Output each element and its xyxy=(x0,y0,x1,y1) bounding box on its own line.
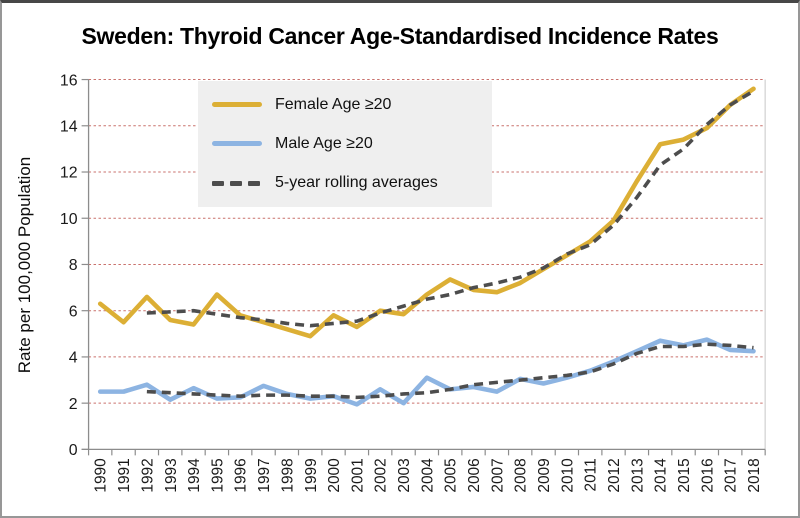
legend-swatch-rolling-line-icon xyxy=(212,180,262,186)
x-tick-label: 2011 xyxy=(583,458,600,491)
x-tick-label: 1992 xyxy=(139,458,156,492)
y-tick-label: 0 xyxy=(69,442,78,459)
legend-label-male: Male Age ≥20 xyxy=(275,134,373,152)
x-tick-label: 2002 xyxy=(373,458,390,492)
x-tick-label: 2003 xyxy=(396,458,413,492)
y-tick-label: 6 xyxy=(69,303,78,320)
x-tick-label: 2017 xyxy=(723,458,740,492)
x-tick-label: 1995 xyxy=(209,458,226,492)
x-tick-label: 1993 xyxy=(163,458,180,492)
x-tick-label: 2007 xyxy=(489,458,506,492)
legend-label-female: Female Age ≥20 xyxy=(275,95,392,113)
x-tick-label: 1998 xyxy=(279,458,296,492)
chart-plot-area: 0 2 4 6 8 10 12 14 16 1990 1991 1992 1993 1994 1995 199… xyxy=(60,72,766,493)
legend: Female Age ≥20 Male Age ≥20 5-year rolli… xyxy=(198,81,492,207)
x-tick-label: 2010 xyxy=(559,458,576,492)
x-tick-label: 1990 xyxy=(93,458,110,492)
legend-swatch-male-line-icon xyxy=(212,141,262,147)
y-tick-label: 10 xyxy=(60,211,78,228)
x-tick-label: 2000 xyxy=(326,458,343,492)
legend-item-female: Female Age ≥20 xyxy=(212,88,492,122)
y-tick-label: 8 xyxy=(69,257,78,274)
x-tick-label: 1996 xyxy=(233,458,250,492)
x-tick-label: 2008 xyxy=(513,458,530,492)
x-tick-label: 1994 xyxy=(186,458,203,493)
x-tick-label: 2015 xyxy=(676,458,693,492)
female-line xyxy=(97,86,756,339)
x-tick-label: 2016 xyxy=(699,458,716,492)
legend-label-rolling: 5-year rolling averages xyxy=(275,174,438,192)
x-tick-label: 2014 xyxy=(653,458,670,493)
x-tick-label: 2006 xyxy=(466,458,483,492)
y-tick-label: 14 xyxy=(60,119,78,136)
x-tick-label: 2004 xyxy=(419,458,436,493)
x-tick-label: 2009 xyxy=(536,458,553,492)
y-tick-label: 4 xyxy=(69,350,78,367)
legend-swatch-female-line-icon xyxy=(212,102,262,108)
y-tick-label: 16 xyxy=(60,72,78,89)
x-tick-label: 2001 xyxy=(349,458,366,492)
x-tick-label: 2018 xyxy=(746,458,763,492)
x-tick-label: 1997 xyxy=(256,458,273,492)
x-tick-label: 2012 xyxy=(606,458,623,492)
x-tick-label: 1999 xyxy=(303,458,320,492)
legend-item-rolling: 5-year rolling averages xyxy=(212,166,492,200)
rolling-average-line xyxy=(146,342,754,400)
x-tick-label: 1991 xyxy=(116,458,133,492)
chart-title: Sweden: Thyroid Cancer Age-Standardised … xyxy=(81,23,719,49)
x-tick-label: 2005 xyxy=(443,458,460,492)
legend-item-male: Male Age ≥20 xyxy=(212,127,492,161)
x-tick-label: 2013 xyxy=(629,458,646,492)
y-tick-label: 12 xyxy=(60,165,78,182)
y-tick-label: 2 xyxy=(69,396,78,413)
